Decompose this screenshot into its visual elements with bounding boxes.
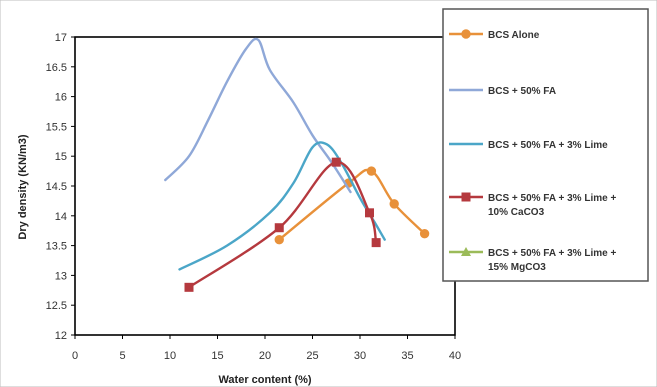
y-tick-label: 12 xyxy=(55,330,67,342)
y-tick-label: 16.5 xyxy=(46,62,67,74)
plot-frame xyxy=(74,36,456,336)
x-tick-label: 30 xyxy=(354,350,366,362)
data-point xyxy=(389,199,399,209)
legend-item-bcs-50-fa-3-lime-15-mgco3: BCS + 50% FA + 3% Lime + 15% MgCO3 xyxy=(449,247,616,273)
series-bcs-alone xyxy=(274,166,430,245)
series-bcs-50-fa-3-lime-10-caco3 xyxy=(184,157,381,292)
y-tick-label: 16 xyxy=(55,92,67,104)
legend-label: BCS + 50% FA + 3% Lime + xyxy=(488,248,616,259)
series-layer xyxy=(164,37,430,292)
legend-label: BCS Alone xyxy=(488,30,540,41)
legend-marker xyxy=(461,247,471,256)
legend-marker xyxy=(461,192,471,202)
data-point xyxy=(331,157,341,167)
y-tick-label: 15.5 xyxy=(46,121,67,133)
legend-label: BCS + 50% FA + 3% Lime xyxy=(488,140,608,151)
legend-item-bcs-50-fa-3-lime-10-caco3: BCS + 50% FA + 3% Lime + 10% CaCO3 xyxy=(449,192,616,218)
legend-label: BCS + 50% FA xyxy=(488,86,556,97)
x-axis-title: Water content (%) xyxy=(218,374,311,386)
x-tick-label: 10 xyxy=(164,350,176,362)
y-tick-label: 13.5 xyxy=(46,241,67,253)
x-tick-label: 5 xyxy=(119,350,125,362)
legend-label: 10% CaCO3 xyxy=(488,207,545,218)
y-tick-label: 12.5 xyxy=(46,300,67,312)
x-axis-ticks: 0 5 10 15 20 25 30 35 40 xyxy=(72,335,461,362)
y-tick-label: 15 xyxy=(55,151,67,163)
x-tick-label: 20 xyxy=(259,350,271,362)
data-point xyxy=(365,208,374,218)
data-point xyxy=(274,223,284,233)
data-point xyxy=(366,166,377,176)
legend-item-bcs-50-fa: BCS + 50% FA xyxy=(449,86,556,97)
legend-label: 15% MgCO3 xyxy=(488,262,546,273)
data-point xyxy=(274,234,284,245)
series-line xyxy=(187,161,378,289)
x-tick-label: 15 xyxy=(211,350,223,362)
y-axis-ticks: 12 12.5 13 13.5 14 14.5 15 15.5 16 16.5 17 xyxy=(46,32,75,342)
y-tick-label: 14 xyxy=(55,211,67,223)
y-axis-title: Dry density (KN/m3) xyxy=(17,134,29,239)
data-point xyxy=(371,238,381,248)
legend-marker xyxy=(461,29,471,39)
y-tick-label: 17 xyxy=(55,32,67,44)
x-tick-label: 40 xyxy=(449,350,461,362)
legend-item-bcs-50-fa-3-lime: BCS + 50% FA + 3% Lime xyxy=(449,140,608,151)
x-tick-label: 0 xyxy=(72,350,78,362)
x-tick-label: 35 xyxy=(401,350,413,362)
y-tick-label: 13 xyxy=(55,270,67,282)
legend-label: BCS + 50% FA + 3% Lime + xyxy=(488,193,616,204)
data-point xyxy=(184,282,194,292)
x-tick-label: 25 xyxy=(306,350,318,362)
data-point xyxy=(419,228,430,239)
legend: BCS Alone BCS + 50% FA BCS + 50% FA + 3% L… xyxy=(442,8,649,282)
plot-area xyxy=(74,36,456,336)
y-tick-label: 14.5 xyxy=(46,181,67,193)
legend-item-bcs-alone: BCS Alone xyxy=(449,29,540,41)
